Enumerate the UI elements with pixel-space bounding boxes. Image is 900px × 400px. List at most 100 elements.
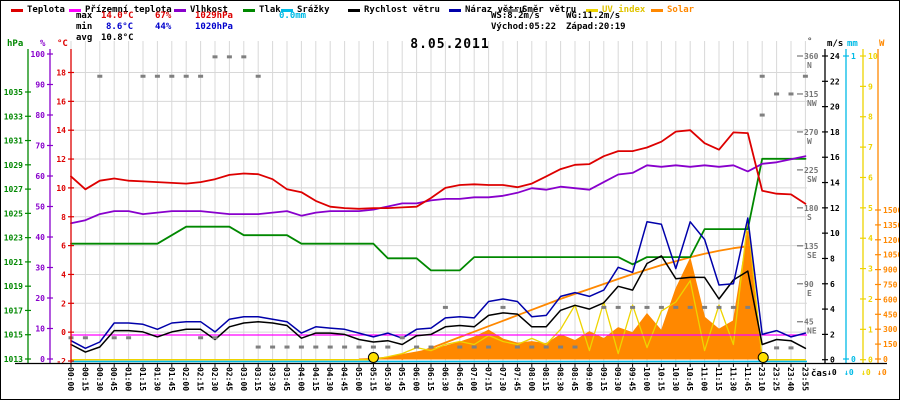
legend-item-2: Přízemní teplota: [69, 4, 172, 16]
svg-text:10:45: 10:45: [685, 367, 694, 391]
legend-item-5: Srážky: [281, 4, 330, 16]
legend-label: Rychlost větru: [364, 5, 440, 15]
svg-text:↓0: ↓0: [827, 368, 837, 377]
axis-header-percent: %: [40, 39, 46, 49]
svg-text:1025: 1025: [4, 209, 23, 218]
svg-text:00:00: 00:00: [66, 367, 75, 391]
stat-max-humidity: 67%: [155, 11, 172, 21]
wind-speed-line: [70, 255, 807, 353]
temperature-line: [70, 129, 807, 210]
svg-text:12: 12: [830, 204, 840, 213]
svg-text:09:00: 09:00: [584, 367, 593, 391]
svg-text:2: 2: [830, 330, 835, 339]
svg-text:01:15: 01:15: [138, 367, 147, 391]
svg-text:01:30: 01:30: [152, 367, 161, 391]
axis-header-celsius: °C: [57, 39, 68, 49]
sunrise-icon: [367, 352, 379, 363]
svg-text:24: 24: [830, 52, 840, 61]
x-axis: 00:00 00:15 00:30 00:45 01:00 01:15 01:30 01:45…: [15, 362, 887, 391]
axis-C: 18 16 14 12 10 8 6 4 2 0 -2: [56, 49, 74, 366]
pressure-line: [70, 157, 807, 272]
svg-text:16: 16: [830, 153, 840, 162]
axis-hPa: 1035 1033 1031 1029 1027 1025 1023 1021 1019 1017…: [4, 49, 31, 364]
svg-text:270: 270: [804, 128, 819, 137]
svg-text:NE: NE: [807, 327, 817, 336]
svg-text:02:15: 02:15: [196, 367, 205, 391]
svg-text:9: 9: [868, 82, 873, 91]
stat-min-pressure: 1020hPa: [195, 22, 233, 32]
svg-text:1015: 1015: [4, 331, 23, 340]
svg-text:00:30: 00:30: [95, 367, 104, 391]
svg-text:02:45: 02:45: [224, 367, 233, 391]
legend-dash-icon: [174, 8, 186, 12]
svg-text:N: N: [807, 61, 812, 70]
legend-dash-icon: [651, 8, 663, 12]
svg-text:↓0: ↓0: [877, 368, 887, 377]
legend-dash-icon: [586, 8, 598, 12]
svg-text:7: 7: [868, 143, 873, 152]
svg-text:↓0: ↓0: [844, 368, 854, 377]
wind-gust-line: [70, 217, 807, 350]
legend-dash-icon: [281, 8, 293, 12]
svg-text:01:00: 01:00: [124, 367, 133, 391]
svg-text:03:45: 03:45: [282, 367, 291, 391]
svg-text:1017: 1017: [4, 306, 23, 315]
svg-text:05:30: 05:30: [383, 367, 392, 391]
svg-text:750: 750: [883, 281, 898, 290]
sunset-icon: [757, 352, 769, 363]
svg-text:90: 90: [35, 81, 45, 90]
svg-text:1200: 1200: [883, 236, 899, 245]
svg-text:1031: 1031: [4, 137, 23, 146]
stat-min-temp: 8.6°C: [106, 22, 134, 32]
legend-label: Solar: [667, 5, 695, 15]
svg-text:60: 60: [35, 172, 45, 181]
svg-text:600: 600: [883, 295, 898, 304]
svg-text:↓0: ↓0: [861, 368, 871, 377]
svg-text:8: 8: [61, 213, 66, 222]
legend-item-1: Teplota: [11, 4, 65, 16]
axis-header-hpa: hPa: [7, 39, 24, 49]
svg-text:100: 100: [31, 50, 46, 59]
svg-text:03:00: 03:00: [239, 367, 248, 391]
svg-text:1019: 1019: [4, 282, 23, 291]
svg-text:07:15: 07:15: [484, 367, 493, 391]
svg-text:1350: 1350: [883, 221, 899, 230]
svg-text:6: 6: [830, 280, 835, 289]
svg-text:1035: 1035: [4, 88, 23, 97]
legend-item-8: Směr větru: [506, 4, 576, 16]
svg-text:4: 4: [830, 305, 835, 314]
svg-text:10: 10: [56, 184, 66, 193]
svg-text:5: 5: [868, 204, 873, 213]
stat-min-label: min: [76, 22, 93, 32]
svg-text:360: 360: [804, 52, 819, 61]
svg-text:22: 22: [830, 77, 840, 86]
sun-markers: [367, 352, 769, 363]
svg-text:0: 0: [851, 355, 856, 364]
stat-sunrise: Východ:05:22: [491, 22, 557, 32]
svg-text:06:00: 06:00: [412, 367, 421, 391]
svg-text:70: 70: [35, 142, 45, 151]
svg-text:23:25: 23:25: [772, 367, 781, 391]
svg-text:0: 0: [40, 355, 45, 364]
svg-text:18: 18: [830, 128, 840, 137]
svg-text:90: 90: [804, 280, 814, 289]
svg-text:1029: 1029: [4, 161, 23, 170]
svg-text:01:45: 01:45: [167, 367, 176, 391]
gridlines: [70, 41, 807, 363]
svg-text:135: 135: [804, 242, 819, 251]
svg-text:1050: 1050: [883, 251, 899, 260]
svg-text:1: 1: [851, 52, 856, 61]
legend-dash-icon: [69, 8, 81, 12]
legend-item-9: UV index: [586, 4, 645, 16]
svg-text:23:10: 23:10: [757, 367, 766, 391]
svg-text:06:15: 06:15: [426, 367, 435, 391]
svg-text:02:30: 02:30: [210, 367, 219, 391]
legend-dash-icon: [506, 8, 518, 12]
svg-text:W: W: [807, 137, 812, 146]
svg-text:1021: 1021: [4, 258, 23, 267]
svg-text:05:00: 05:00: [354, 367, 363, 391]
